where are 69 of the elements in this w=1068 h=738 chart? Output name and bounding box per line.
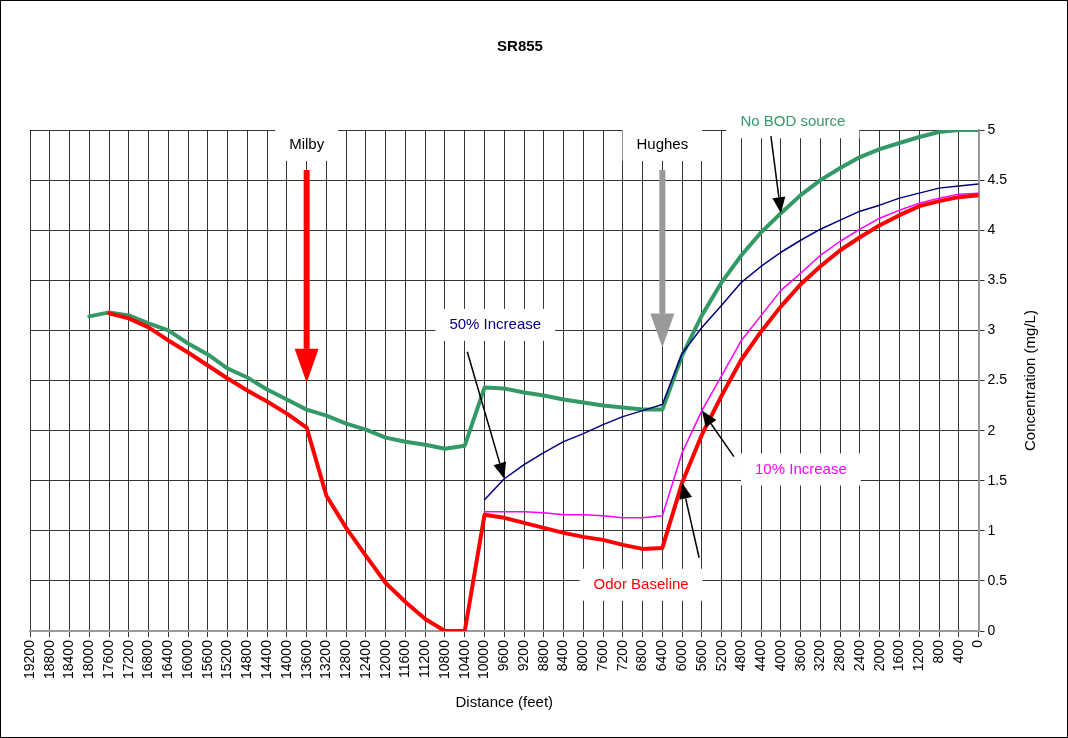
y-tick-label: 3.5: [987, 271, 1008, 288]
y-tick-label: 4: [987, 221, 996, 238]
y-tick-label: 2: [987, 421, 996, 438]
x-tick-label: 8000: [574, 639, 591, 672]
y-tick-label: 1.5: [987, 471, 1008, 488]
x-tick-label: 10800: [435, 639, 452, 680]
x-tick-label: 12000: [376, 639, 393, 680]
annotation: Hughes: [636, 135, 689, 153]
x-tick-label: 16800: [139, 639, 156, 680]
x-tick-label: 18800: [40, 639, 57, 680]
x-tick-label: 12800: [337, 639, 354, 680]
x-tick-label: 4800: [732, 639, 749, 672]
x-tick-label: 9600: [495, 639, 512, 672]
x-tick-label: 800: [929, 639, 946, 664]
x-tick-label: 1200: [910, 639, 927, 672]
x-tick-label: 4400: [752, 639, 769, 672]
x-axis-title: Distance (feet): [455, 693, 554, 711]
x-tick-label: 1600: [890, 639, 907, 672]
x-tick-label: 11200: [416, 639, 433, 678]
x-tick-label: 9200: [514, 639, 531, 672]
x-tick-label: 13200: [317, 639, 334, 680]
y-axis-title: Concentration (mg/L): [1020, 310, 1038, 451]
x-tick-label: 17200: [119, 639, 136, 680]
x-tick-label: 0: [969, 639, 986, 648]
x-tick-label: 5600: [692, 639, 709, 672]
x-tick-label: 6400: [653, 639, 670, 672]
x-tick-label: 17600: [99, 639, 116, 680]
x-tick-label: 6800: [633, 639, 650, 672]
x-tick-label: 10000: [475, 639, 492, 680]
x-tick-label: 8800: [534, 639, 551, 672]
text: 50% Increase: [449, 314, 542, 332]
annotation: Milby: [289, 135, 325, 153]
x-tick-label: 14000: [277, 639, 294, 680]
x-tick-label: 10400: [455, 639, 472, 680]
x-tick-label: 19200: [20, 639, 37, 680]
y-tick-label: 1: [987, 521, 996, 538]
x-tick-label: 14800: [238, 639, 255, 680]
x-tick-label: 14400: [257, 639, 274, 680]
x-tick-label: 4000: [771, 639, 788, 672]
x-tick-label: 2000: [870, 639, 887, 672]
y-tick-label: 4.5: [987, 170, 1008, 187]
x-tick-label: 3200: [811, 639, 828, 672]
x-tick-label: 7600: [593, 639, 610, 672]
x-tick-label: 18000: [80, 639, 97, 680]
text: Odor Baseline: [593, 574, 689, 592]
x-tick-label: 6000: [672, 639, 689, 672]
y-tick-label: 2.5: [987, 371, 1008, 388]
x-tick-label: 16400: [159, 639, 176, 680]
x-tick-label: 11600: [396, 639, 413, 678]
x-tick-label: 16000: [178, 639, 195, 680]
y-tick-label: 0.5: [987, 571, 1008, 588]
x-tick-label: 18400: [60, 639, 77, 680]
x-tick-label: 400: [949, 639, 966, 664]
x-tick-label: 3600: [791, 639, 808, 672]
text: 10% Increase: [755, 459, 847, 477]
x-tick-label: 2400: [850, 639, 867, 672]
x-tick-label: 2800: [831, 639, 848, 672]
chart-title: SR855: [497, 37, 543, 55]
y-tick-label: 3: [987, 321, 996, 338]
x-tick-label: 15200: [218, 639, 235, 680]
x-tick-label: 7200: [613, 639, 630, 672]
x-tick-label: 8400: [554, 639, 571, 672]
x-tick-label: 13600: [297, 639, 314, 680]
x-tick-label: 15600: [198, 639, 215, 680]
x-tick-label: 5200: [712, 639, 729, 672]
x-tick-label: 12400: [356, 639, 373, 680]
y-tick-label: 0: [987, 621, 996, 638]
text: No BOD source: [740, 112, 846, 130]
y-tick-label: 5: [987, 120, 996, 137]
